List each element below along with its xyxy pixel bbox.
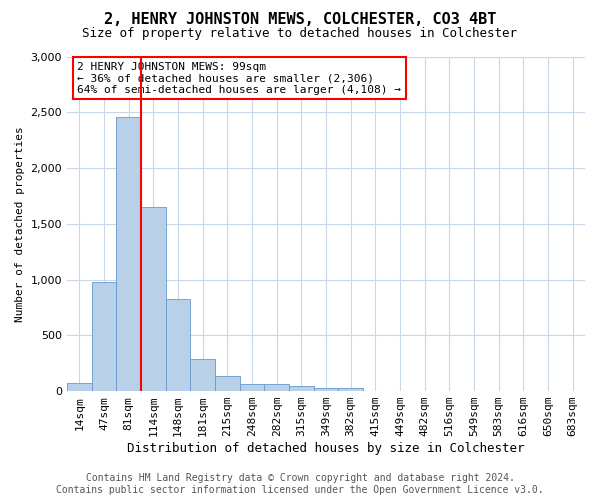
Bar — [265, 384, 289, 391]
Bar — [314, 388, 338, 391]
Text: 2, HENRY JOHNSTON MEWS, COLCHESTER, CO3 4BT: 2, HENRY JOHNSTON MEWS, COLCHESTER, CO3 … — [104, 12, 496, 28]
Bar — [92, 282, 116, 391]
Bar — [215, 376, 239, 391]
Bar — [67, 382, 92, 391]
Bar — [388, 390, 412, 391]
Bar — [190, 360, 215, 391]
Bar — [116, 116, 141, 391]
Bar — [363, 390, 388, 391]
Bar — [289, 386, 314, 391]
Text: Contains HM Land Registry data © Crown copyright and database right 2024.
Contai: Contains HM Land Registry data © Crown c… — [56, 474, 544, 495]
Bar — [239, 384, 265, 391]
Bar — [166, 298, 190, 391]
Text: Size of property relative to detached houses in Colchester: Size of property relative to detached ho… — [83, 28, 517, 40]
X-axis label: Distribution of detached houses by size in Colchester: Distribution of detached houses by size … — [127, 442, 525, 455]
Y-axis label: Number of detached properties: Number of detached properties — [15, 126, 25, 322]
Text: 2 HENRY JOHNSTON MEWS: 99sqm
← 36% of detached houses are smaller (2,306)
64% of: 2 HENRY JOHNSTON MEWS: 99sqm ← 36% of de… — [77, 62, 401, 94]
Bar — [141, 207, 166, 391]
Bar — [338, 388, 363, 391]
